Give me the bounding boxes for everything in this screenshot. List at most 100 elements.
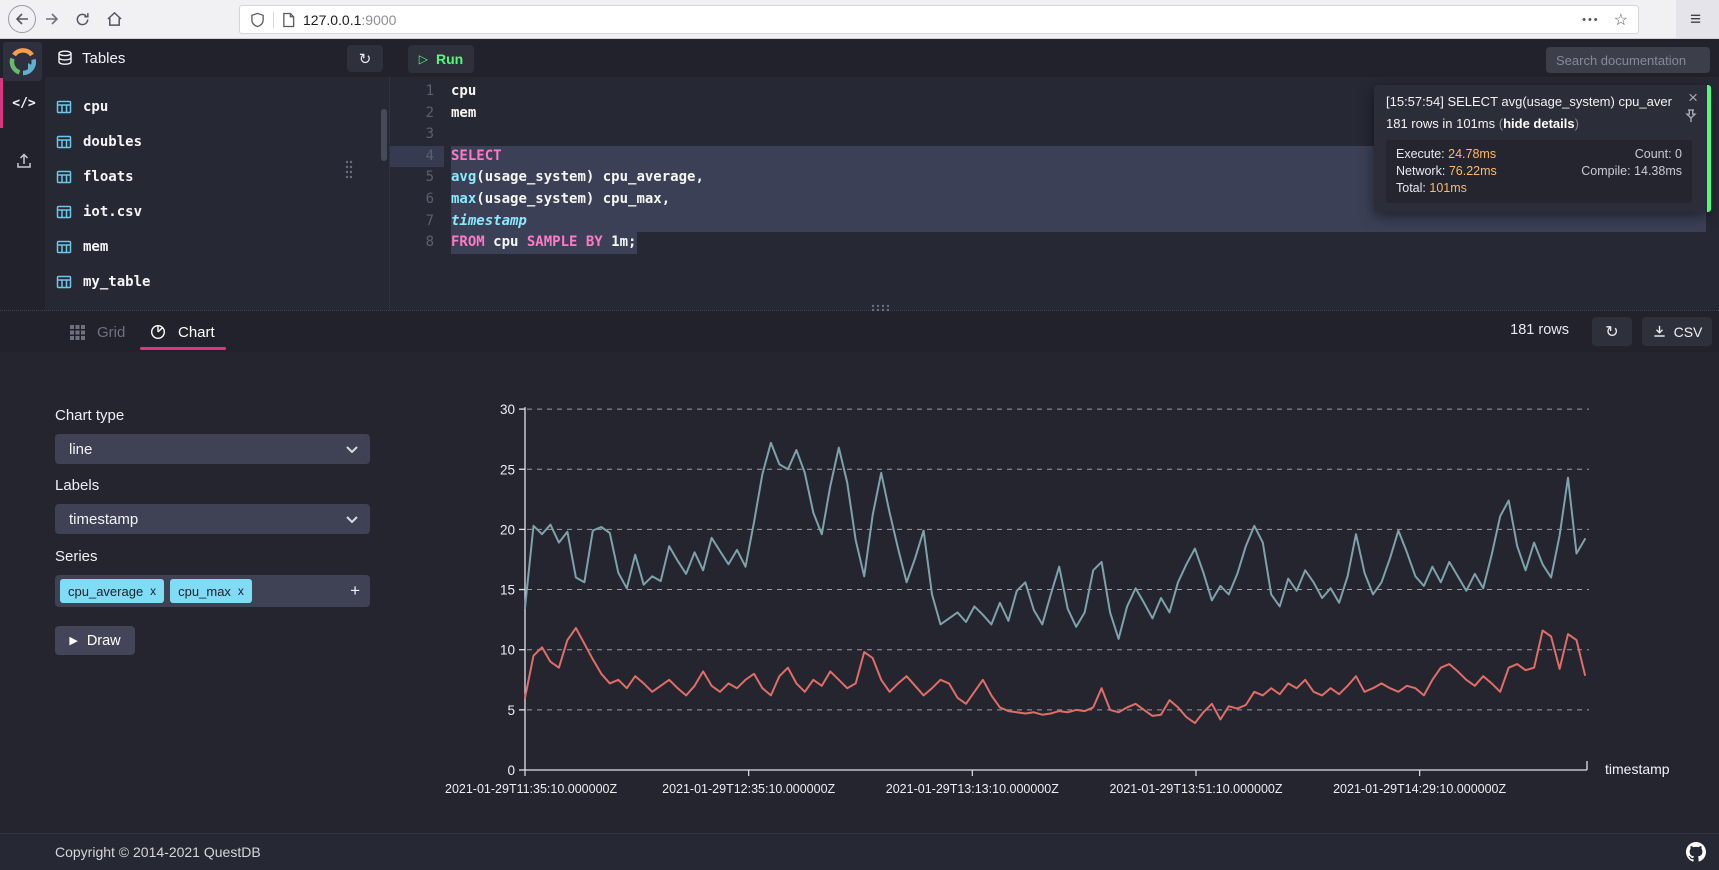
play-icon: ▶ xyxy=(69,634,77,647)
refresh-icon: ↻ xyxy=(359,50,372,68)
pin-icon[interactable] xyxy=(1685,109,1697,123)
table-row-mem[interactable]: mem xyxy=(45,229,389,264)
code-line-6: max(usage_system) cpu_max, xyxy=(451,189,670,211)
table-row-cpu[interactable]: cpu xyxy=(45,89,389,124)
svg-text:0: 0 xyxy=(507,763,515,778)
csv-download-button[interactable]: CSV xyxy=(1642,317,1712,346)
code-line-1: cpu xyxy=(451,81,476,103)
table-row-doubles[interactable]: doubles xyxy=(45,124,389,159)
page-icon[interactable] xyxy=(282,12,295,28)
browser-chrome: 127.0.0.1:9000 ••• ☆ ≡ xyxy=(0,0,1719,39)
tab-grid[interactable]: Grid xyxy=(70,317,125,347)
hamburger-menu-icon[interactable]: ≡ xyxy=(1690,9,1701,31)
line-number: 6 xyxy=(390,189,434,211)
notification-title: [15:57:54] SELECT avg(usage_system) cpu_… xyxy=(1386,94,1672,109)
line-number: 1 xyxy=(390,81,434,103)
chart-tab-label: Chart xyxy=(178,324,215,341)
forward-icon[interactable] xyxy=(38,5,66,33)
search-documentation-input[interactable]: Search documentation xyxy=(1546,47,1710,73)
table-name: floats xyxy=(83,169,134,185)
chart-type-select[interactable]: line xyxy=(55,434,370,464)
questdb-logo[interactable] xyxy=(3,42,42,81)
table-row-floats[interactable]: floats xyxy=(45,159,389,194)
hide-details-link[interactable]: hide details xyxy=(1503,116,1575,131)
add-series-icon[interactable]: + xyxy=(350,581,360,601)
line-number: 3 xyxy=(390,124,434,146)
github-icon[interactable] xyxy=(1686,842,1706,862)
rows-count: 181 rows xyxy=(1510,322,1569,338)
draw-button[interactable]: ▶ Draw xyxy=(55,626,135,655)
pie-chart-icon xyxy=(150,324,166,340)
bookmark-star-icon[interactable]: ☆ xyxy=(1614,10,1628,30)
svg-text:2021-01-29T14:29:10.000000Z: 2021-01-29T14:29:10.000000Z xyxy=(1333,782,1506,796)
notification-details-box: Execute: 24.78msCount: 0 Network: 76.22m… xyxy=(1386,140,1692,203)
back-icon[interactable] xyxy=(8,5,36,33)
tab-chart[interactable]: Chart xyxy=(150,317,215,347)
grid-tab-label: Grid xyxy=(97,324,125,341)
svg-text:5: 5 xyxy=(507,703,515,718)
svg-text:25: 25 xyxy=(500,462,515,477)
panel-resize-handle[interactable] xyxy=(344,159,354,181)
chart-type-label: Chart type xyxy=(55,407,124,424)
table-row-my_table[interactable]: my_table xyxy=(45,264,389,299)
active-tab-underline xyxy=(140,347,226,350)
chart-section: Chart type line Labels timestamp Series … xyxy=(0,352,1719,833)
url-bar[interactable]: 127.0.0.1:9000 ••• ☆ xyxy=(239,5,1639,34)
series-input[interactable]: cpu_average x cpu_max x + xyxy=(55,575,370,607)
database-icon xyxy=(57,50,73,66)
copyright-text: Copyright © 2014-2021 QuestDB xyxy=(55,844,261,860)
notification-success-bar xyxy=(1707,85,1711,212)
results-refresh-button[interactable]: ↻ xyxy=(1592,317,1632,346)
download-icon xyxy=(1652,324,1667,339)
code-line-8: FROM cpu SAMPLE BY 1m; xyxy=(451,232,636,254)
remove-tag-icon[interactable]: x xyxy=(150,584,156,598)
line-number: 7 xyxy=(390,211,434,233)
tables-scrollbar[interactable] xyxy=(381,109,387,161)
remove-tag-icon[interactable]: x xyxy=(238,584,244,598)
table-name: my_table xyxy=(83,274,150,290)
svg-text:30: 30 xyxy=(500,402,515,417)
tables-panel: cpudoubles floats iot.csvmem my_table xyxy=(45,77,389,310)
line-number: 8 xyxy=(390,232,434,254)
notification-summary: 181 rows in 101ms (hide details) xyxy=(1386,116,1579,131)
code-line-4: SELECT xyxy=(451,146,502,168)
run-button[interactable]: ▷ Run xyxy=(408,45,474,73)
labels-select[interactable]: timestamp xyxy=(55,504,370,534)
table-row-iot.csv[interactable]: iot.csv xyxy=(45,194,389,229)
svg-text:15: 15 xyxy=(500,583,515,598)
table-icon xyxy=(56,134,72,150)
series-label: Series xyxy=(55,548,98,565)
home-icon[interactable] xyxy=(100,5,128,33)
query-notification-popup: [15:57:54] SELECT avg(usage_system) cpu_… xyxy=(1374,85,1708,212)
close-icon[interactable]: × xyxy=(1688,89,1698,106)
table-icon xyxy=(56,99,72,115)
results-toolbar: Grid Chart 181 rows ↻ CSV xyxy=(0,310,1719,352)
tables-refresh-button[interactable]: ↻ xyxy=(347,45,383,72)
line-chart[interactable]: 0510152025302021-01-29T11:35:10.000000Z2… xyxy=(440,354,1710,809)
svg-text:timestamp: timestamp xyxy=(1605,761,1670,777)
table-icon xyxy=(56,204,72,220)
code-line-2: mem xyxy=(451,103,476,125)
line-number: 4 xyxy=(390,146,434,168)
line-number: 5 xyxy=(390,167,434,189)
import-rail-item[interactable] xyxy=(3,143,45,179)
editor-resize-handle[interactable] xyxy=(870,303,892,312)
series-tag-cpu-average[interactable]: cpu_average x xyxy=(60,579,164,603)
svg-text:2021-01-29T11:35:10.000000Z: 2021-01-29T11:35:10.000000Z xyxy=(445,782,617,796)
chevron-down-icon xyxy=(346,446,358,453)
code-line-5: avg(usage_system) cpu_average, xyxy=(451,167,704,189)
page-actions-icon[interactable]: ••• xyxy=(1582,14,1600,26)
reload-icon[interactable] xyxy=(68,5,96,33)
header-strip: Tables ↻ ▷ Run Search documentation xyxy=(45,39,1719,77)
shield-icon[interactable] xyxy=(250,12,265,28)
chevron-down-icon xyxy=(346,516,358,523)
refresh-icon: ↻ xyxy=(1605,322,1618,341)
console-rail-item[interactable]: </> xyxy=(3,83,45,123)
url-text: 127.0.0.1:9000 xyxy=(303,12,396,28)
tables-panel-title: Tables xyxy=(57,39,125,77)
series-tag-label: cpu_average xyxy=(68,584,143,599)
play-outline-icon: ▷ xyxy=(419,52,428,66)
series-tag-cpu-max[interactable]: cpu_max x xyxy=(170,579,252,603)
svg-text:2021-01-29T13:13:10.000000Z: 2021-01-29T13:13:10.000000Z xyxy=(886,782,1059,796)
labels-label: Labels xyxy=(55,477,99,494)
